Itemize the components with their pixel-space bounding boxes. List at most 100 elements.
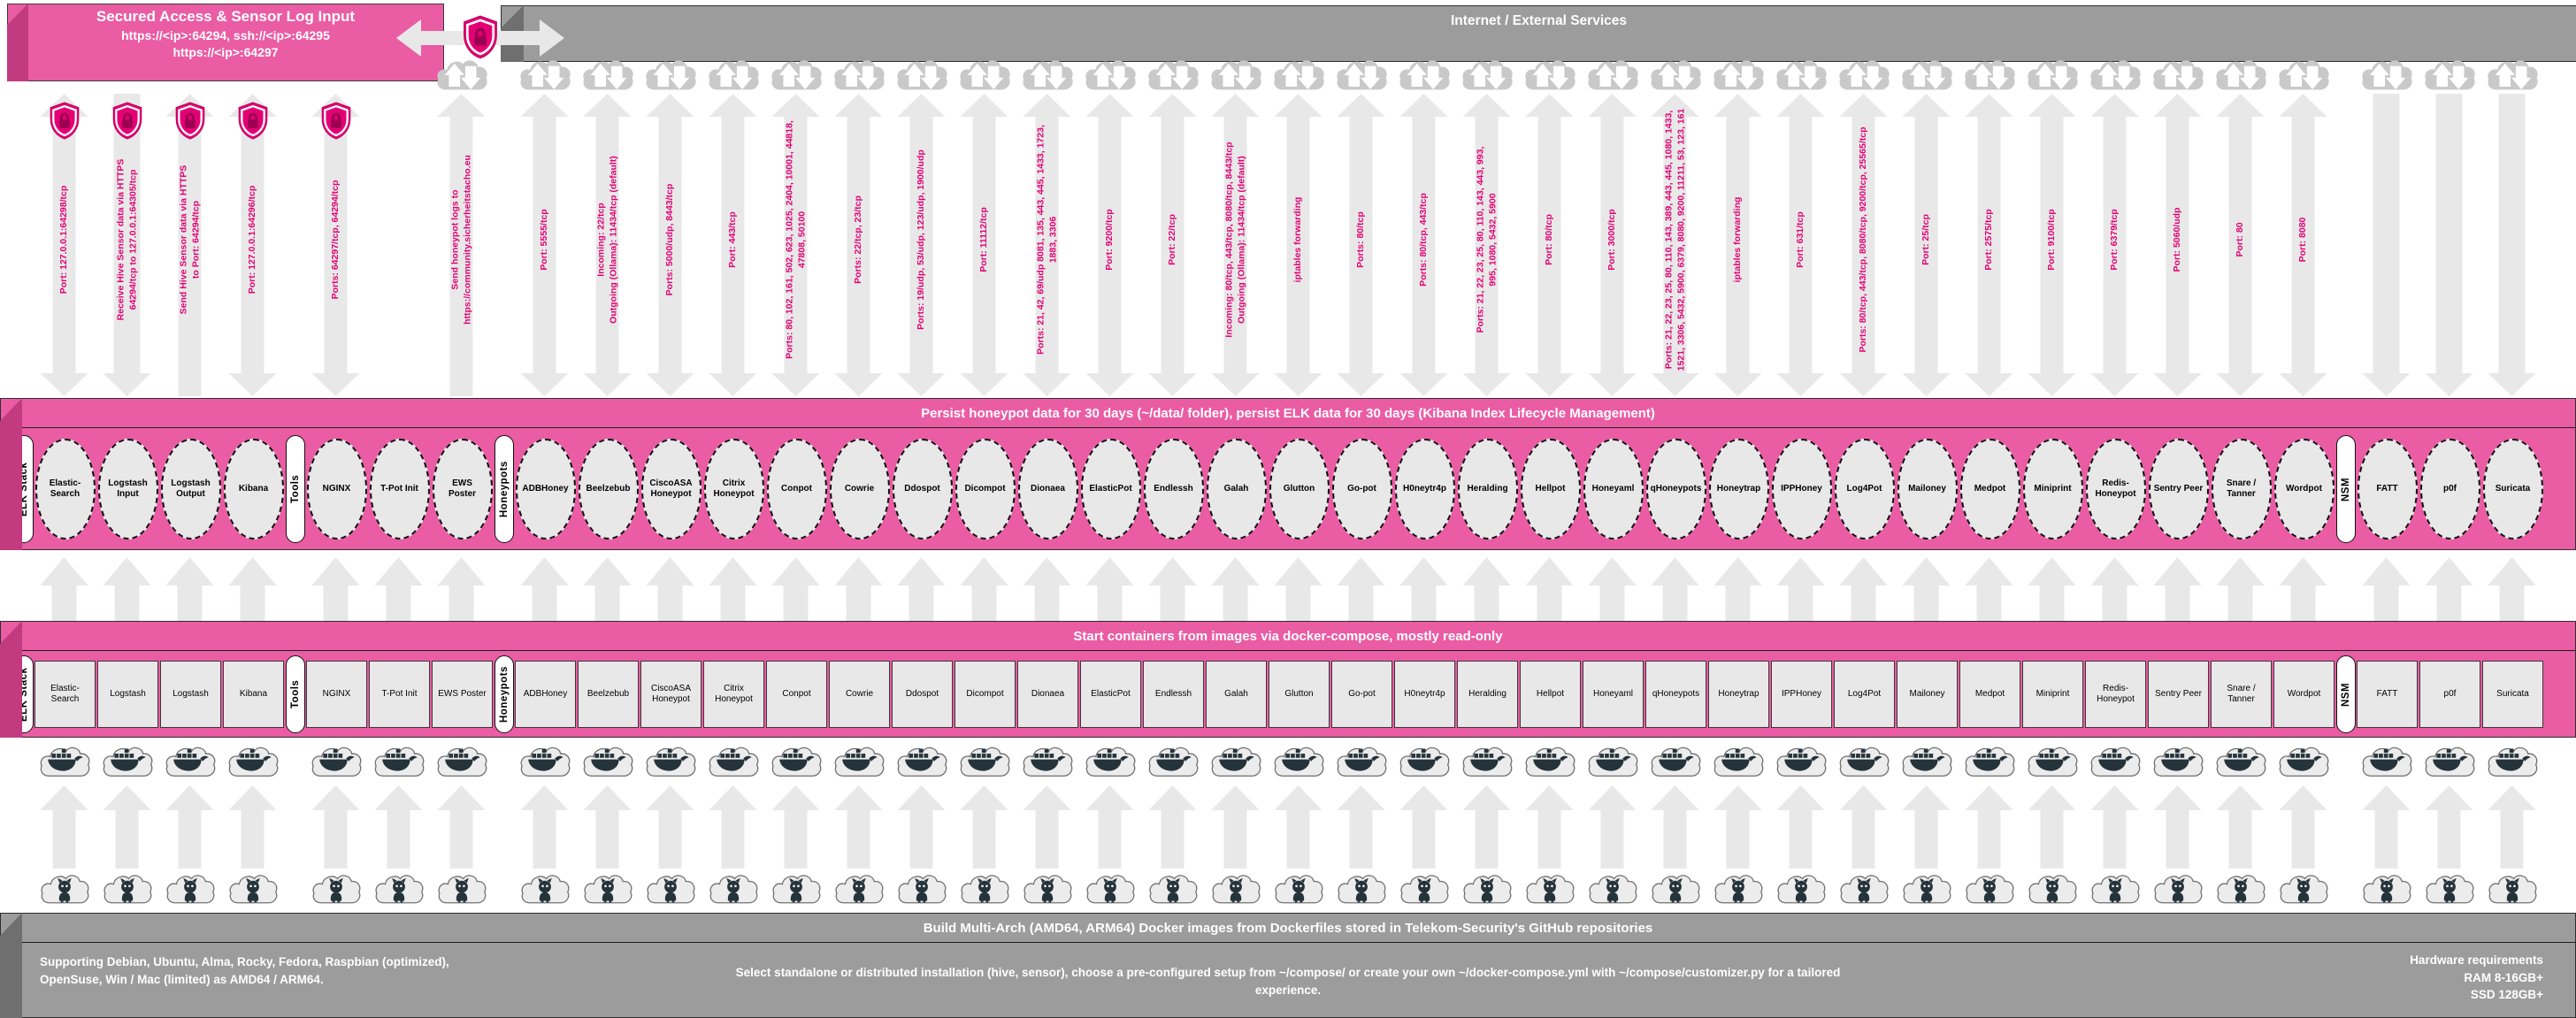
- container-elasticpot: ElasticPot: [1080, 660, 1141, 728]
- internet-cloud-icon: [1648, 55, 1703, 93]
- flow-arrow-miniprint: [2020, 557, 2083, 621]
- build-arrow-beelzebub: [576, 785, 639, 869]
- hw-title: Hardware requirements: [2410, 953, 2543, 967]
- github-cloud-icon: [959, 870, 1010, 906]
- build-arrow-honeyaml: [1581, 785, 1644, 869]
- container-redis-honeypot: Redis-Honeypot: [2085, 660, 2146, 728]
- ellipse-qhoneypots: qHoneypots: [1645, 438, 1706, 540]
- build-arrow-elastic-search: [33, 785, 96, 869]
- ellipse-log4pot: Log4Pot: [1834, 438, 1895, 540]
- github-cloud-icon: [582, 870, 633, 906]
- column-t-pot-init: [367, 81, 430, 398]
- column-h0neytr4p: Ports: 80/tcp, 443/tcp: [1392, 81, 1455, 398]
- ellipse-beelzebub: Beelzebub: [578, 438, 639, 540]
- internet-bar: Internet / External Services: [501, 5, 2576, 62]
- flow-arrow-sentry-peer: [2146, 557, 2209, 621]
- ellipse-galah: Galah: [1206, 438, 1267, 540]
- ellipse-sentry-peer: Sentry Peer: [2148, 438, 2209, 540]
- docker-cloud-icon: [1649, 742, 1702, 779]
- shield-lock-icon: [320, 101, 351, 141]
- flow-arrow-endlessh: [1141, 557, 1204, 621]
- docker-cloud-icon: [372, 742, 426, 779]
- hardware-requirements: Hardware requirements RAM 8-16GB+ SSD 12…: [2260, 952, 2543, 1004]
- column-ddospot: Ports: 19/udp, 53/udp, 123/udp, 1900/udp: [890, 81, 953, 398]
- docker-cloud-icon: [2277, 742, 2330, 779]
- hw-ssd: SSD 128GB+: [2470, 988, 2543, 1002]
- github-cloud-icon: [1273, 870, 1324, 906]
- build-arrow-medpot: [1958, 785, 2020, 869]
- build-arrow-go-pot: [1330, 785, 1392, 869]
- build-arrow-heralding: [1455, 785, 1518, 869]
- port-label-go-pot: Ports: 80/tcp: [1354, 211, 1366, 268]
- ellipse-mailoney: Mailoney: [1897, 438, 1958, 540]
- ellipse-logstash-output: Logstash Output: [160, 438, 221, 540]
- container-cowrie: Cowrie: [829, 660, 890, 728]
- internet-cloud-icon: [1522, 55, 1577, 93]
- build-arrow-snare-tanner: [2209, 785, 2272, 869]
- container-honeyaml: Honeyaml: [1583, 660, 1644, 728]
- flow-arrow-honeytrap: [1706, 557, 1769, 621]
- flow-arrow-ddospot: [890, 557, 953, 621]
- build-arrow-nginx: [304, 785, 367, 869]
- column-ipphoney: Port: 631/tcp: [1769, 81, 1832, 398]
- internet-cloud-icon: [1397, 55, 1452, 93]
- port-label-miniprint: Port: 9100/tcp: [2045, 209, 2057, 271]
- column-ciscoasa-honeypot: Ports: 5000/udp, 8443/tcp: [639, 81, 702, 398]
- flow-arrow-galah: [1204, 557, 1267, 621]
- column-adbhoney: Port: 5555/tcp: [513, 81, 576, 398]
- internet-cloud-icon: [1460, 55, 1514, 93]
- container-miniprint: Miniprint: [2022, 660, 2083, 728]
- build-flow-band: [0, 784, 2576, 869]
- build-arrow-p0f: [2418, 785, 2480, 869]
- github-cloud-icon: [102, 870, 153, 906]
- hw-ram: RAM 8-16GB+: [2464, 970, 2543, 984]
- flow-arrow-wordpot: [2272, 557, 2334, 621]
- port-label-cowrie: Ports: 22/tcp, 23/tcp: [852, 195, 863, 284]
- ellipse-heralding: Heralding: [1457, 438, 1518, 540]
- internet-bar-title: Internet / External Services: [1450, 13, 1627, 28]
- port-label-galah: Incoming: 80/tcp, 443/tcp, 8080/tcp, 844…: [1223, 142, 1246, 338]
- internet-cloud-icon: [2150, 55, 2205, 93]
- internet-cloud-icon: [580, 55, 635, 93]
- container-mailoney: Mailoney: [1897, 660, 1958, 728]
- container-elastic-search: Elastic-Search: [34, 660, 96, 728]
- column-sentry-peer: Port: 5060/udp: [2146, 81, 2209, 398]
- internet-cloud-icon: [1334, 55, 1389, 93]
- ellipse-dionaea: Dionaea: [1017, 438, 1078, 540]
- github-cloud-icon: [310, 870, 362, 906]
- docker-cloud-icon: [958, 742, 1011, 779]
- flow-arrow-dicompot: [953, 557, 1016, 621]
- docker-cloud-icon: [1084, 742, 1137, 779]
- build-bar-face: Supporting Debian, Ubuntu, Alma, Rocky, …: [0, 943, 2576, 1018]
- column-hellpot: Port: 80/tcp: [1518, 81, 1581, 398]
- internet-cloud-icon: [2276, 55, 2331, 93]
- container-galah: Galah: [1206, 660, 1267, 728]
- column-redis-honeypot: Port: 6379/tcp: [2083, 81, 2146, 398]
- port-label-beelzebub: Incoming: 22/tcp Outgoing (Ollama): 11434…: [594, 156, 618, 324]
- flow-arrow-logstash-input: [96, 557, 158, 621]
- internet-cloud-icon: [957, 55, 1012, 93]
- secured-internet-connector: [396, 12, 564, 64]
- github-cloud-icon: [165, 870, 216, 906]
- build-arrow-cowrie: [827, 785, 890, 869]
- flow-arrow-elastic-search: [33, 557, 96, 621]
- port-label-elasticpot: Port: 9200/tcp: [1103, 209, 1115, 271]
- port-label-ipphoney: Port: 631/tcp: [1794, 211, 1806, 268]
- build-arrow-galah: [1204, 785, 1267, 869]
- shield-lock-icon: [111, 101, 142, 141]
- flow-arrow-ipphoney: [1769, 557, 1832, 621]
- shield-lock-icon: [49, 101, 80, 141]
- os-support-text: Supporting Debian, Ubuntu, Alma, Rocky, …: [40, 955, 449, 986]
- group-label-tools: Tools: [285, 654, 305, 733]
- column-logstash-output: Send Hive Sensor data via HTTPS to Port: …: [158, 81, 221, 398]
- port-label-hellpot: Port: 80/tcp: [1543, 214, 1554, 265]
- container-t-pot-init: T-Pot Init: [369, 660, 430, 728]
- docker-cloud-icon: [518, 742, 571, 779]
- flow-arrow-p0f: [2418, 557, 2480, 621]
- install-info-text: Select standalone or distributed install…: [735, 966, 1841, 997]
- internet-cloud-icon: [2422, 55, 2477, 93]
- ellipse-citrix-honeypot: Citrix Honeypot: [703, 438, 764, 540]
- container-kibana: Kibana: [223, 660, 284, 728]
- port-label-heralding: Ports: 21, 22, 23, 25, 80, 110, 143, 443…: [1474, 146, 1498, 333]
- ellipse-elasticpot: ElasticPot: [1080, 438, 1141, 540]
